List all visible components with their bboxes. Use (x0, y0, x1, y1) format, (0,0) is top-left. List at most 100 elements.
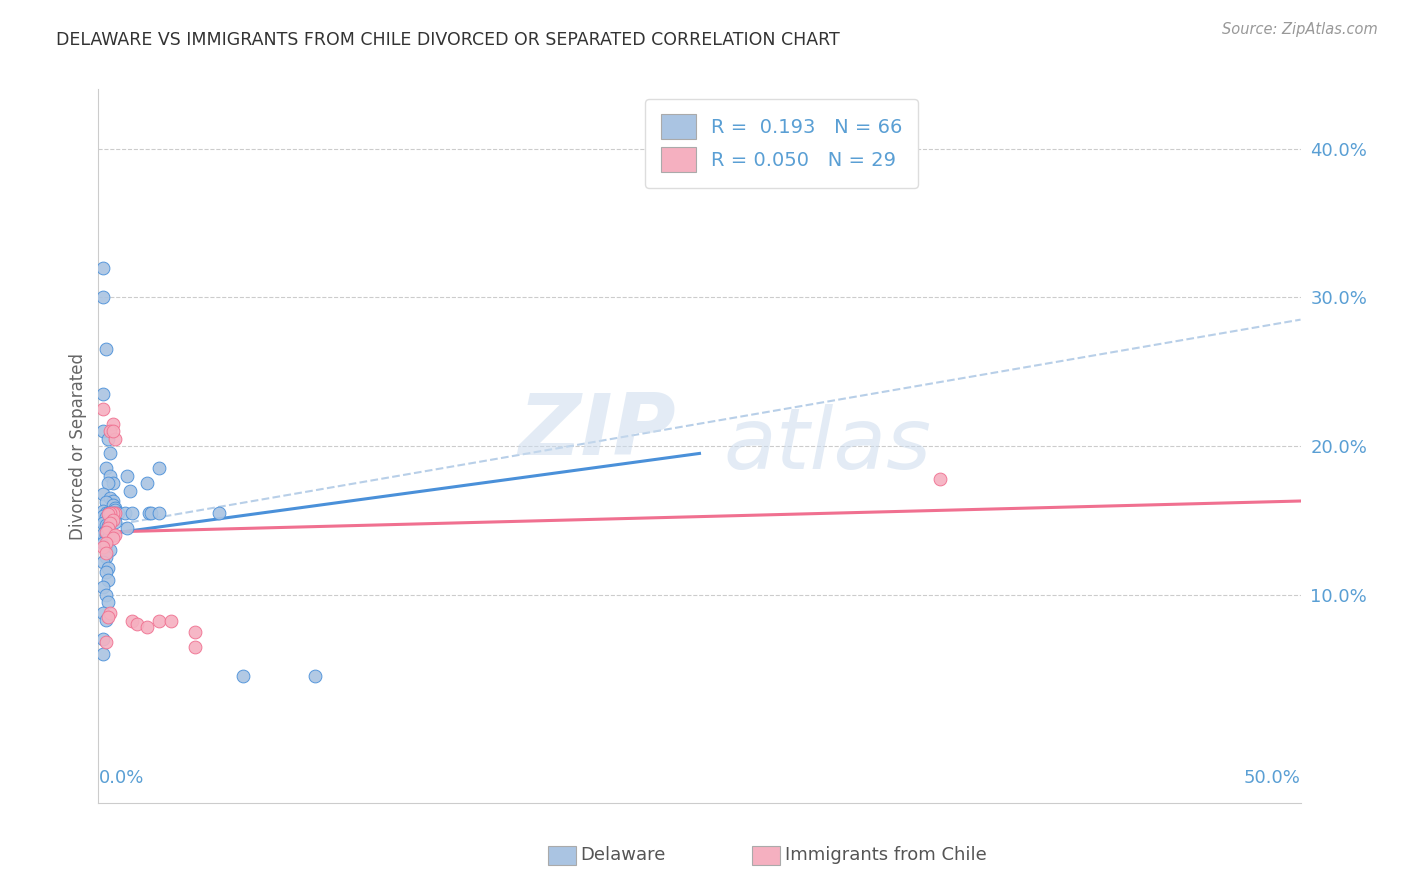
Point (91, 424, 114, 438)
Point (100, 506, 122, 520)
Point (94, 539, 117, 553)
Text: 50.0%: 50.0% (1244, 769, 1301, 787)
Point (104, 432, 127, 446)
Point (94, 343, 117, 357)
Point (97, 595, 120, 609)
Point (101, 506, 124, 520)
Point (91, 486, 114, 500)
Text: 0.0%: 0.0% (98, 769, 143, 787)
Point (94, 635, 117, 649)
Point (100, 446, 122, 460)
Point (91, 526, 114, 541)
Point (104, 506, 127, 520)
Point (101, 499, 124, 513)
Point (125, 617, 148, 632)
Point (135, 476, 157, 491)
Point (94, 461, 117, 475)
Point (97, 610, 120, 624)
Point (121, 615, 143, 629)
Point (94, 528, 117, 542)
Point (91, 401, 114, 416)
Point (100, 513, 122, 527)
Point (100, 606, 122, 620)
Point (97, 521, 120, 535)
Point (91, 540, 114, 554)
Point (94, 495, 117, 509)
Point (928, 472, 950, 486)
Point (101, 424, 124, 438)
Point (91, 504, 114, 518)
Text: DELAWARE VS IMMIGRANTS FROM CHILE DIVORCED OR SEPARATED CORRELATION CHART: DELAWARE VS IMMIGRANTS FROM CHILE DIVORC… (56, 31, 839, 49)
Point (104, 528, 127, 542)
Point (100, 468, 122, 483)
Point (94, 525, 117, 540)
Point (232, 669, 254, 683)
Text: atlas: atlas (724, 404, 932, 488)
Point (208, 506, 231, 520)
Y-axis label: Divorced or Separated: Divorced or Separated (69, 352, 87, 540)
Point (94, 588, 117, 602)
Point (94, 535, 117, 549)
Point (94, 546, 117, 560)
Point (94, 566, 117, 580)
Point (148, 615, 170, 629)
Point (100, 424, 122, 438)
Point (100, 543, 122, 558)
Point (101, 476, 124, 491)
Point (101, 494, 124, 508)
Point (104, 501, 127, 516)
Point (97, 561, 120, 575)
Point (148, 461, 170, 475)
Point (148, 506, 170, 520)
Point (97, 506, 120, 520)
Point (104, 515, 127, 529)
Point (121, 506, 143, 520)
Point (91, 606, 114, 620)
Text: Source: ZipAtlas.com: Source: ZipAtlas.com (1222, 22, 1378, 37)
Text: Delaware: Delaware (581, 847, 666, 864)
Point (97, 432, 120, 446)
Point (100, 516, 122, 531)
Point (135, 620, 157, 634)
Point (91, 535, 114, 549)
Point (97, 508, 120, 522)
Point (94, 613, 117, 627)
Point (117, 521, 139, 535)
Text: Immigrants from Chile: Immigrants from Chile (785, 847, 986, 864)
Point (94, 506, 117, 520)
Point (304, 669, 326, 683)
Point (91, 290, 114, 304)
Point (91, 647, 114, 661)
Point (107, 506, 129, 520)
Point (94, 550, 117, 565)
Point (100, 491, 122, 505)
Point (183, 640, 205, 654)
Point (117, 468, 139, 483)
Point (91, 580, 114, 594)
Point (104, 503, 127, 517)
Point (114, 506, 136, 520)
Point (138, 506, 160, 520)
Text: ZIP: ZIP (517, 390, 675, 474)
Legend: R =  0.193   N = 66, R = 0.050   N = 29: R = 0.193 N = 66, R = 0.050 N = 29 (645, 99, 918, 188)
Point (91, 555, 114, 569)
Point (104, 506, 127, 520)
Point (94, 517, 117, 532)
Point (91, 632, 114, 647)
Point (91, 516, 114, 531)
Point (101, 531, 124, 545)
Point (101, 417, 124, 431)
Point (94, 524, 117, 538)
Point (94, 510, 117, 524)
Point (97, 519, 120, 533)
Point (91, 508, 114, 523)
Point (159, 615, 181, 629)
Point (97, 573, 120, 587)
Point (141, 506, 163, 520)
Point (97, 476, 120, 491)
Point (91, 260, 114, 275)
Point (91, 387, 114, 401)
Point (97, 512, 120, 526)
Point (97, 531, 120, 545)
Point (100, 506, 122, 520)
